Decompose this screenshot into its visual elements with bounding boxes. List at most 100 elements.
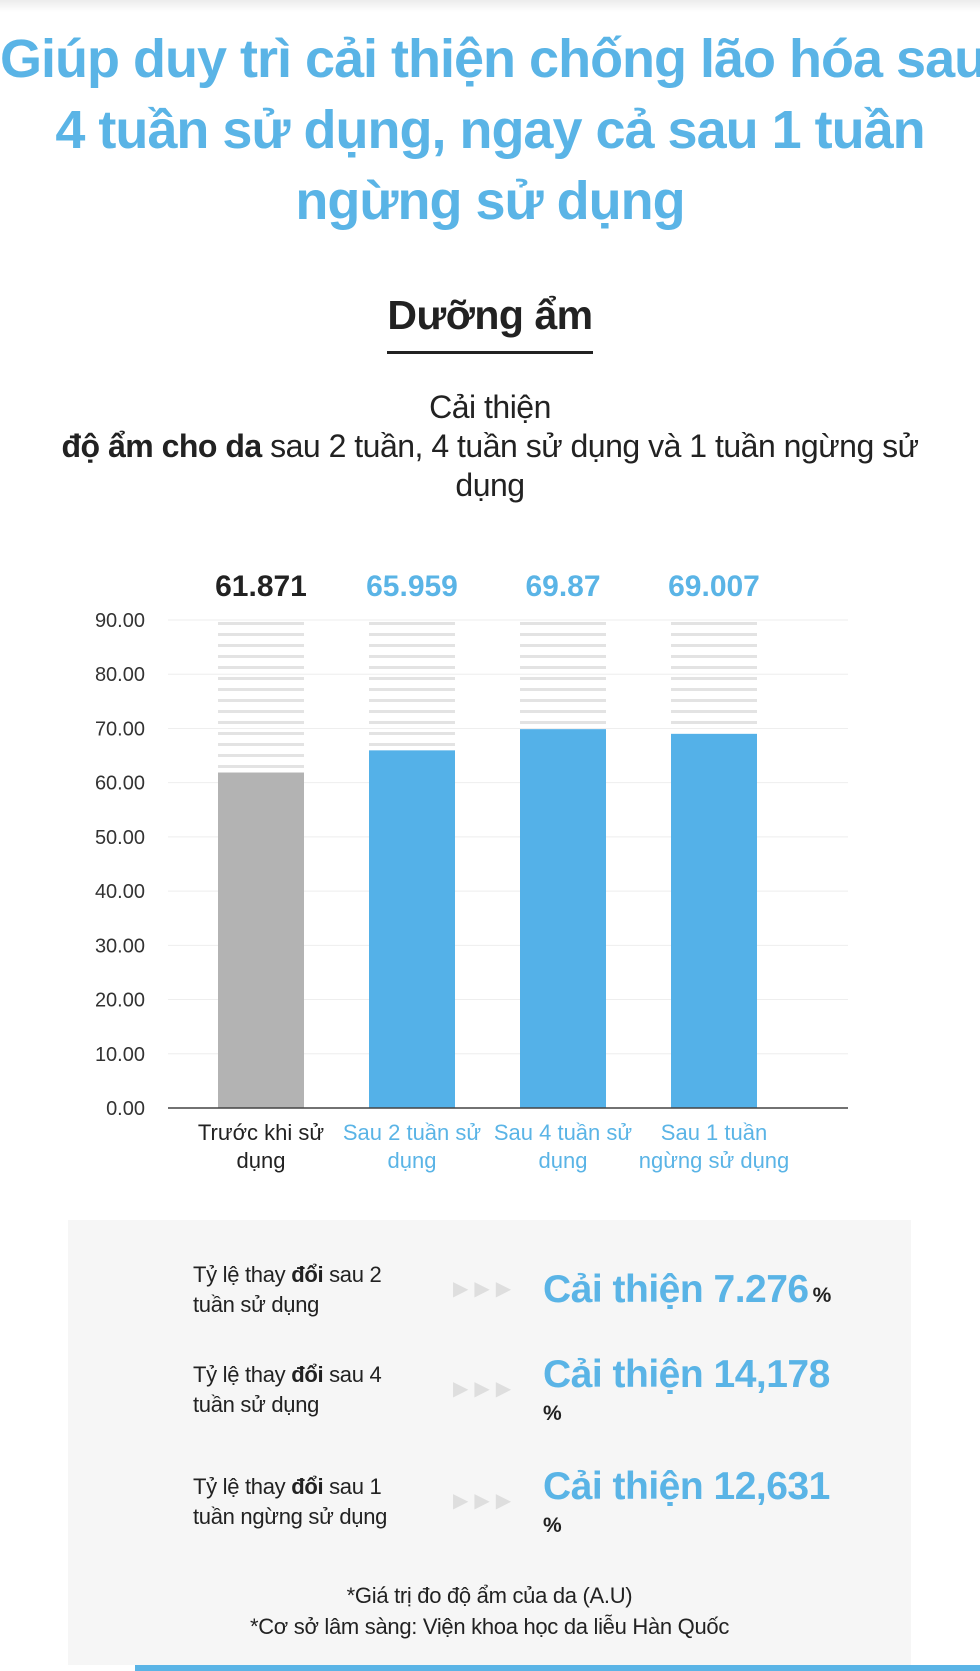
bar (369, 750, 455, 1108)
x-category-label: ngừng sử dụng (639, 1148, 790, 1173)
headline: Giúp duy trì cải thiện chống lão hóa sau… (0, 24, 980, 237)
bar-track-stripe (520, 633, 606, 636)
bar-track-stripe (671, 721, 757, 724)
bar-track-stripe (671, 688, 757, 691)
y-tick-label: 20.00 (95, 990, 145, 1012)
bar-track-stripe (369, 655, 455, 658)
bar-track-stripe (520, 644, 606, 647)
subtitle-line-3: dụng (455, 467, 525, 503)
bar-track-stripe (218, 710, 304, 713)
bar-track-stripe (369, 688, 455, 691)
percent-sign: % (812, 1284, 832, 1307)
x-category-label: dụng (539, 1148, 588, 1173)
bar-track-stripe (369, 633, 455, 636)
bar-track-stripe (671, 677, 757, 680)
bottom-accent-bar (0, 1665, 980, 1671)
bar-track-stripe (671, 633, 757, 636)
triple-chevron-right-icon: ▶▶▶ (453, 1378, 518, 1400)
stat-label: Tỷ lệ thay đổi sau 2 tuần sử dụng (193, 1262, 382, 1317)
bar-track-stripe (671, 644, 757, 647)
bar-track-stripe (369, 699, 455, 702)
subtitle-bold: độ ẩm cho da (61, 428, 262, 464)
stat-label: Tỷ lệ thay đổi sau 1 tuần ngừng sử dụng (193, 1474, 388, 1529)
bar-track-stripe (369, 710, 455, 713)
section-title-underline (387, 351, 593, 354)
bar-track-stripe (671, 699, 757, 702)
bar-track-stripe (369, 743, 455, 746)
bar-track-stripe (520, 677, 606, 680)
y-tick-label: 80.00 (95, 664, 145, 686)
stats-panel: Tỷ lệ thay đổi sau 2 tuần sử dụng ▶▶▶ Cả… (68, 1220, 911, 1671)
bar-value-label: 69.007 (668, 570, 760, 603)
bar-track-stripe (369, 732, 455, 735)
section-title: Dưỡng ẩm (387, 292, 593, 338)
bar-track-stripe (218, 765, 304, 768)
bar-track-stripe (369, 622, 455, 625)
headline-line: Giúp duy trì cải thiện chống lão hóa sau (0, 29, 980, 89)
bar-track-stripe (520, 721, 606, 724)
y-tick-label: 0.00 (106, 1098, 145, 1120)
bar-tracks (218, 622, 757, 768)
triple-chevron-right-icon: ▶▶▶ (453, 1490, 518, 1512)
chart-subtitle: Cải thiện độ ẩm cho da sau 2 tuần, 4 tuầ… (0, 388, 980, 505)
top-shade (0, 0, 980, 12)
x-category-label: dụng (237, 1148, 286, 1173)
y-tick-label: 40.00 (95, 881, 145, 903)
bar-track-stripe (218, 743, 304, 746)
y-tick-label: 60.00 (95, 773, 145, 795)
y-tick-label: 50.00 (95, 827, 145, 849)
bar-track-stripe (520, 699, 606, 702)
bar-track-stripe (671, 710, 757, 713)
subtitle-line-1: Cải thiện (429, 389, 551, 425)
percent-sign: % (543, 1514, 562, 1537)
footnote: *Cơ sở lâm sàng: Viện khoa học da liễu H… (249, 1614, 730, 1639)
triple-chevron-right-icon: ▶▶▶ (453, 1278, 518, 1300)
bar-track-stripe (218, 644, 304, 647)
y-axis-ticks: 0.00 10.00 20.00 30.00 40.00 50.00 60.00 70.00 8… (95, 610, 145, 1120)
y-tick-label: 10.00 (95, 1044, 145, 1066)
y-tick-label: 30.00 (95, 935, 145, 957)
footnotes: *Giá trị đo độ ẩm của da (A.U) *Cơ sở lâ… (68, 1580, 911, 1642)
bar (218, 772, 304, 1108)
bar-track-stripe (218, 622, 304, 625)
bar-track-stripe (520, 666, 606, 669)
bars (218, 729, 757, 1108)
x-category-label: Sau 1 tuần (661, 1120, 767, 1145)
bar-track-stripe (218, 732, 304, 735)
bar-track-stripe (218, 721, 304, 724)
x-category-label: dụng (388, 1148, 437, 1173)
bar-value-label: 65.959 (366, 570, 458, 603)
bar-track-stripe (218, 699, 304, 702)
bar-track-stripe (671, 655, 757, 658)
stat-label: Tỷ lệ thay đổi sau 4 tuần sử dụng (193, 1362, 382, 1417)
bar-track-stripe (218, 754, 304, 757)
x-category-label: Sau 4 tuần sử (494, 1120, 633, 1145)
x-category-label: Sau 2 tuần sử (343, 1120, 482, 1145)
headline-line: ngừng sử dụng (295, 171, 685, 231)
bar-chart: 0.00 10.00 20.00 30.00 40.00 50.00 60.00 70.00 8… (95, 570, 848, 1173)
percent-sign: % (543, 1402, 562, 1425)
subtitle-rest: sau 2 tuần, 4 tuần sử dụng và 1 tuần ngừ… (261, 428, 919, 464)
bar-track-stripe (369, 666, 455, 669)
bar-track-stripe (218, 677, 304, 680)
bar (520, 729, 606, 1108)
headline-line: 4 tuần sử dụng, ngay cả sau 1 tuần (55, 100, 925, 160)
bar-track-stripe (218, 655, 304, 658)
bar-track-stripe (218, 666, 304, 669)
bar-track-stripe (369, 644, 455, 647)
category-labels: Trước khi sử dụng Sau 2 tuần sử dụng Sau 4 t… (198, 1120, 789, 1173)
value-labels: 61.871 65.959 69.87 69.007 (215, 570, 760, 603)
y-tick-label: 70.00 (95, 718, 145, 740)
bar-track-stripe (218, 688, 304, 691)
bar-track-stripe (520, 710, 606, 713)
stat-value: Cải thiện 12,631% (543, 1467, 843, 1539)
bar-track-stripe (671, 622, 757, 625)
bar-value-label: 61.871 (215, 570, 307, 603)
bar (671, 733, 757, 1108)
bar-track-stripe (671, 666, 757, 669)
bar-track-stripe (369, 721, 455, 724)
footnote: *Giá trị đo độ ẩm của da (A.U) (346, 1583, 633, 1608)
bar-track-stripe (520, 688, 606, 691)
bar-track-stripe (520, 655, 606, 658)
x-category-label: Trước khi sử (198, 1120, 324, 1145)
